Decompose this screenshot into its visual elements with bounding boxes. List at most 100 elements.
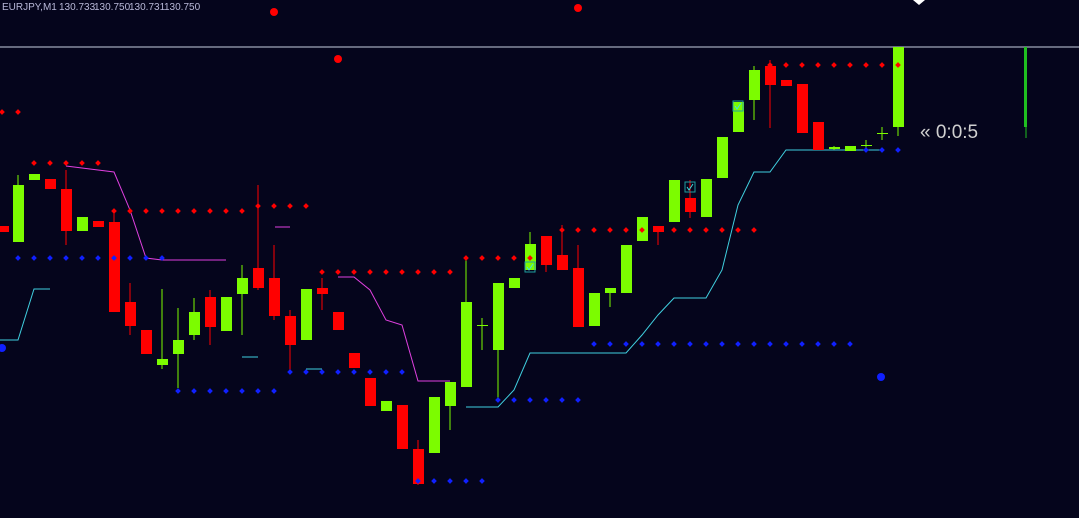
- signal-dot: [399, 369, 405, 375]
- candle-body: [493, 283, 504, 350]
- signal-dot: [463, 255, 469, 261]
- candle-body: [93, 221, 104, 227]
- signal-dot: [767, 341, 773, 347]
- signal-dot: [527, 255, 533, 261]
- candle-body: [829, 147, 840, 149]
- candle-body: [445, 382, 456, 406]
- check-mark: [734, 102, 742, 110]
- signal-dot: [159, 255, 165, 261]
- signal-dot: [79, 160, 85, 166]
- signal-dot: [607, 227, 613, 233]
- signal-dot: [479, 255, 485, 261]
- signal-dot: [815, 341, 821, 347]
- check-mark: [686, 183, 694, 191]
- signal-dot: [303, 203, 309, 209]
- candle-body: [477, 325, 488, 326]
- signal-dot: [703, 227, 709, 233]
- signal-dot: [639, 227, 645, 233]
- big-dot: [334, 55, 342, 63]
- candle-body: [781, 80, 792, 86]
- candle-body: [877, 133, 888, 134]
- candle-body: [253, 268, 264, 288]
- candle-body: [813, 122, 824, 150]
- candle-body: [541, 236, 552, 265]
- candle-body: [749, 70, 760, 100]
- signal-dot: [95, 160, 101, 166]
- signal-dot: [127, 255, 133, 261]
- candle-body: [157, 359, 168, 365]
- signal-dot: [255, 203, 261, 209]
- signal-dot: [847, 62, 853, 68]
- check-mark: [526, 263, 534, 271]
- candle-body: [733, 102, 744, 132]
- candle-body: [845, 146, 856, 151]
- signal-dot: [559, 397, 565, 403]
- signal-dot: [175, 208, 181, 214]
- signal-dot: [463, 478, 469, 484]
- signal-dot: [639, 341, 645, 347]
- candle-body: [317, 288, 328, 294]
- signal-dot: [879, 62, 885, 68]
- candle-body: [509, 278, 520, 288]
- signal-dot: [319, 369, 325, 375]
- candle-body: [621, 245, 632, 293]
- signal-dot: [623, 341, 629, 347]
- candle-body: [893, 47, 904, 127]
- candle-body: [669, 180, 680, 222]
- signal-dot: [735, 341, 741, 347]
- signal-dot: [447, 478, 453, 484]
- bar-timer: « 0:0:5: [920, 122, 978, 143]
- signal-dot: [239, 388, 245, 394]
- signal-dot: [335, 369, 341, 375]
- candle-body: [61, 189, 72, 231]
- candle-body: [1024, 47, 1027, 127]
- candle-body: [109, 222, 120, 312]
- candle-body: [237, 278, 248, 294]
- signal-dot: [239, 208, 245, 214]
- signal-dot: [383, 269, 389, 275]
- signal-dot: [495, 255, 501, 261]
- signal-dot: [703, 341, 709, 347]
- signal-dot: [335, 269, 341, 275]
- signal-dot: [287, 369, 293, 375]
- candle-body: [349, 353, 360, 368]
- signal-dot: [191, 388, 197, 394]
- candle-body: [397, 405, 408, 449]
- signal-dot: [799, 62, 805, 68]
- signal-dot: [111, 208, 117, 214]
- signal-dot: [207, 208, 213, 214]
- signal-dot: [687, 341, 693, 347]
- signal-dot: [383, 369, 389, 375]
- signal-dot: [511, 397, 517, 403]
- signal-dot: [351, 269, 357, 275]
- signal-dot: [447, 269, 453, 275]
- signal-dot: [431, 478, 437, 484]
- signal-dot: [255, 388, 261, 394]
- big-dot: [0, 344, 6, 352]
- candle-body: [365, 378, 376, 406]
- signal-dot: [223, 388, 229, 394]
- candle-body: [429, 397, 440, 453]
- signal-dot: [175, 388, 181, 394]
- signal-dot: [895, 62, 901, 68]
- check-icon: [684, 181, 696, 193]
- signal-dot: [527, 397, 533, 403]
- signal-dot: [319, 269, 325, 275]
- indicator-line: [0, 288, 50, 341]
- candle-body: [557, 255, 568, 270]
- signal-dot: [815, 62, 821, 68]
- signal-dot: [415, 269, 421, 275]
- arrow: [913, 0, 925, 5]
- signal-dot: [159, 208, 165, 214]
- signal-dot: [143, 255, 149, 261]
- high-price: 130.750: [94, 2, 131, 13]
- marks: [0, 0, 1027, 485]
- candle-body: [573, 268, 584, 327]
- signal-dot: [191, 208, 197, 214]
- candle-body: [717, 137, 728, 178]
- signal-dot: [623, 227, 629, 233]
- signal-dot: [863, 62, 869, 68]
- signal-dot: [367, 269, 373, 275]
- signal-dot: [831, 341, 837, 347]
- signal-dot: [95, 255, 101, 261]
